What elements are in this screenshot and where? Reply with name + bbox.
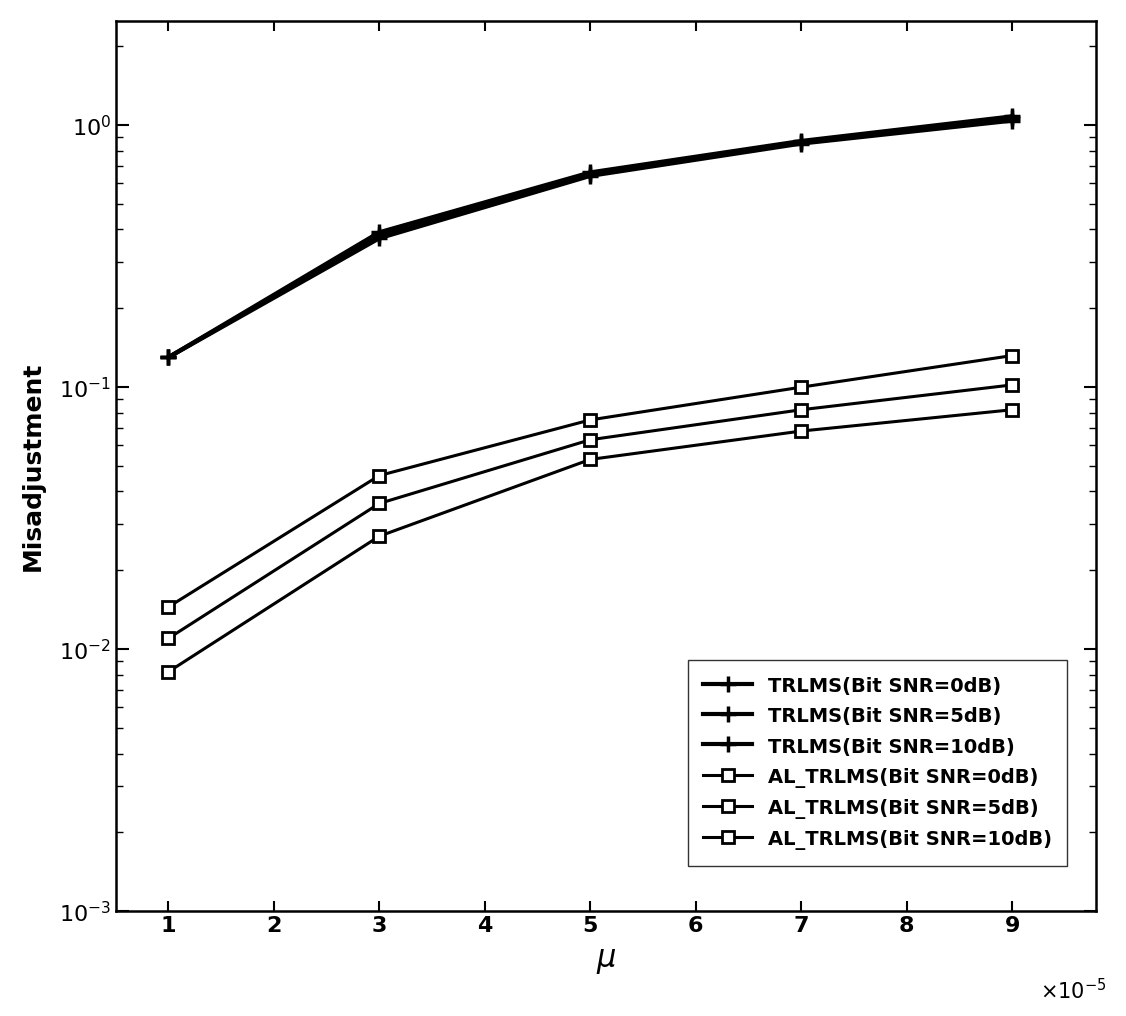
TRLMS(Bit SNR=10dB) <box>795 137 808 149</box>
AL_TRLMS(Bit SNR=5dB) <box>1006 379 1019 391</box>
TRLMS(Bit SNR=0dB) <box>583 167 597 179</box>
TRLMS(Bit SNR=10dB) <box>583 170 597 182</box>
TRLMS(Bit SNR=10dB) <box>373 233 386 245</box>
TRLMS(Bit SNR=5dB) <box>1006 113 1019 125</box>
TRLMS(Bit SNR=10dB) <box>1006 115 1019 127</box>
AL_TRLMS(Bit SNR=5dB) <box>583 434 597 446</box>
AL_TRLMS(Bit SNR=10dB) <box>162 665 176 678</box>
Line: AL_TRLMS(Bit SNR=0dB): AL_TRLMS(Bit SNR=0dB) <box>162 350 1018 614</box>
TRLMS(Bit SNR=0dB) <box>1006 111 1019 123</box>
TRLMS(Bit SNR=0dB) <box>795 135 808 147</box>
TRLMS(Bit SNR=5dB) <box>583 168 597 180</box>
X-axis label: $\mu$: $\mu$ <box>596 947 616 976</box>
TRLMS(Bit SNR=5dB) <box>162 352 176 364</box>
TRLMS(Bit SNR=0dB) <box>373 227 386 239</box>
TRLMS(Bit SNR=5dB) <box>373 230 386 242</box>
Line: TRLMS(Bit SNR=0dB): TRLMS(Bit SNR=0dB) <box>160 108 1020 366</box>
TRLMS(Bit SNR=5dB) <box>795 136 808 148</box>
Text: $\times10^{-5}$: $\times10^{-5}$ <box>1039 978 1106 1003</box>
AL_TRLMS(Bit SNR=0dB) <box>1006 350 1019 362</box>
Legend: TRLMS(Bit SNR=0dB), TRLMS(Bit SNR=5dB), TRLMS(Bit SNR=10dB), AL_TRLMS(Bit SNR=0d: TRLMS(Bit SNR=0dB), TRLMS(Bit SNR=5dB), … <box>688 660 1067 866</box>
Y-axis label: Misadjustment: Misadjustment <box>21 362 45 571</box>
AL_TRLMS(Bit SNR=5dB) <box>162 632 176 644</box>
AL_TRLMS(Bit SNR=10dB) <box>1006 403 1019 416</box>
AL_TRLMS(Bit SNR=10dB) <box>583 453 597 465</box>
Line: AL_TRLMS(Bit SNR=10dB): AL_TRLMS(Bit SNR=10dB) <box>162 403 1018 678</box>
AL_TRLMS(Bit SNR=10dB) <box>795 425 808 437</box>
Line: TRLMS(Bit SNR=10dB): TRLMS(Bit SNR=10dB) <box>160 113 1020 366</box>
TRLMS(Bit SNR=10dB) <box>162 352 176 364</box>
TRLMS(Bit SNR=0dB) <box>162 352 176 364</box>
AL_TRLMS(Bit SNR=0dB) <box>373 469 386 482</box>
AL_TRLMS(Bit SNR=0dB) <box>162 600 176 613</box>
AL_TRLMS(Bit SNR=5dB) <box>795 403 808 416</box>
Line: TRLMS(Bit SNR=5dB): TRLMS(Bit SNR=5dB) <box>160 110 1020 366</box>
AL_TRLMS(Bit SNR=5dB) <box>373 498 386 510</box>
Line: AL_TRLMS(Bit SNR=5dB): AL_TRLMS(Bit SNR=5dB) <box>162 379 1018 644</box>
AL_TRLMS(Bit SNR=0dB) <box>795 381 808 393</box>
AL_TRLMS(Bit SNR=10dB) <box>373 530 386 543</box>
AL_TRLMS(Bit SNR=0dB) <box>583 414 597 426</box>
